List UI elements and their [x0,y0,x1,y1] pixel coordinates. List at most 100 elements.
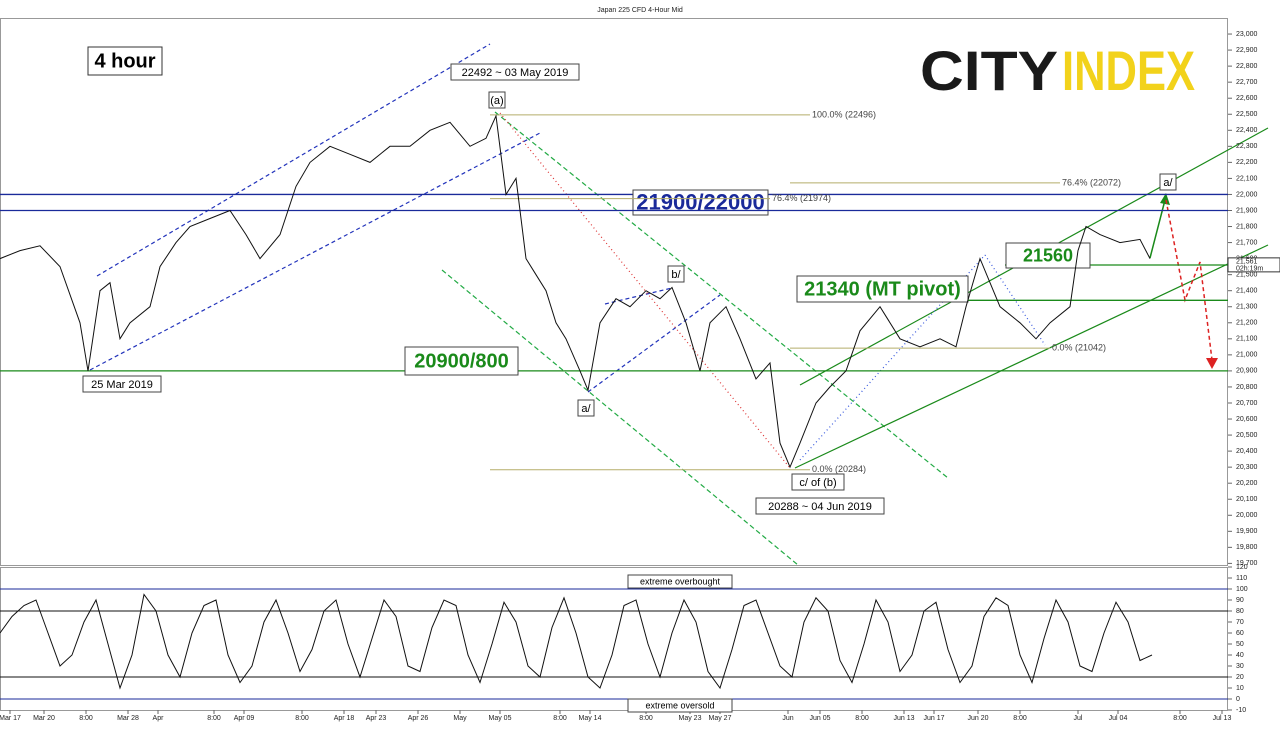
channel-line [604,287,673,305]
x-tick-label: 8:00 [1173,715,1187,722]
y-tick-label: 21,500 [1236,272,1258,279]
y-tick-label: 20,200 [1236,480,1258,487]
y-tick-label: 22,000 [1236,191,1258,198]
y-tick-label: 19,800 [1236,544,1258,551]
x-tick-label: May 23 [679,715,702,722]
forecast-arrow [1165,199,1213,361]
x-tick-label: May 14 [579,715,602,722]
x-tick-label: Apr 23 [366,715,387,722]
x-tick-label: Mar 17 [0,715,21,722]
y-tick-label: 20,700 [1236,400,1258,407]
x-tick-label: 8:00 [639,715,653,722]
annotation: a/ [581,403,591,415]
y-tick-label: 22,900 [1236,47,1258,54]
y-tick-label: 20 [1236,674,1244,681]
x-tick-label: Jun 05 [809,715,830,722]
level-label: 21560 [1023,245,1073,265]
y-tick-label: 90 [1236,597,1244,604]
y-tick-label: 19,900 [1236,528,1258,535]
x-tick-label: Jul 04 [1109,715,1128,722]
y-tick-label: 30 [1236,663,1244,670]
y-tick-label: 110 [1236,575,1247,582]
x-tick-label: Jun 13 [893,715,914,722]
y-tick-label: 22,200 [1236,159,1258,166]
y-tick-label: 80 [1236,608,1244,615]
arrow-head [1160,193,1170,205]
logo-city: CITY [920,39,1058,102]
x-tick-label: May 05 [489,715,512,722]
channel-line [794,244,1269,469]
forecast-arrow [1149,199,1166,259]
y-tick-label: 20,800 [1236,384,1258,391]
channel-line [89,132,541,371]
x-tick-label: Mar 20 [33,715,55,722]
x-tick-label: Jul 13 [1213,715,1232,722]
y-tick-label: -10 [1236,707,1246,714]
x-tick-label: Apr [153,715,165,722]
projection-line [499,112,791,469]
x-tick-label: Apr 26 [408,715,429,722]
annotation-box [577,399,595,417]
y-tick-label: 20,500 [1236,432,1258,439]
annotation: c/ of (b) [799,477,836,489]
x-tick-label: 8:00 [207,715,221,722]
x-tick-label: 8:00 [295,715,309,722]
annotation-box [667,265,685,283]
x-tick-label: Apr 18 [334,715,355,722]
x-tick-label: 8:00 [553,715,567,722]
y-tick-label: 21,200 [1236,320,1258,327]
level-label-box [796,275,969,303]
x-tick-label: Jun 20 [967,715,988,722]
level-label-box [404,346,519,376]
y-tick-label: 10 [1236,685,1244,692]
x-tick-label: Jun [782,715,793,722]
last-price-box [1227,257,1280,273]
annotation-box [755,497,885,515]
fib-label: 100.0% (22496) [812,109,876,119]
y-tick-label: 21,400 [1236,288,1258,295]
x-tick-label: 8:00 [855,715,869,722]
annotation: a/ [1163,177,1173,189]
fib-label: 76.4% (22072) [1062,177,1121,187]
x-tick-label: Apr 09 [234,715,255,722]
level-label-box [627,574,733,589]
y-tick-label: 23,000 [1236,31,1258,38]
chart-title: Japan 225 CFD 4-Hour Mid [597,7,683,14]
y-tick-label: 22,500 [1236,111,1258,118]
channel-line [587,294,721,393]
level-label: extreme overbought [640,576,721,586]
channel-line [494,111,949,479]
y-tick-label: 20,400 [1236,448,1258,455]
y-tick-label: 120 [1236,564,1248,571]
channel-line [441,269,799,566]
level-label: 21340 (MT pivot) [804,278,961,300]
fib-label: 0.0% (21042) [1052,342,1106,352]
annotation: 20288 ~ 04 Jun 2019 [768,501,872,513]
annotation-box [450,63,580,81]
y-tick-label: 21,000 [1236,352,1258,359]
price-line [0,114,1151,469]
y-tick-label: 20,600 [1236,416,1258,423]
level-label: extreme oversold [645,700,714,710]
x-tick-label: Jun 17 [923,715,944,722]
y-tick-label: 100 [1236,586,1248,593]
level-label: 20900/800 [414,350,509,372]
y-tick-label: 21,300 [1236,304,1258,311]
y-tick-label: 20,900 [1236,368,1258,375]
fib-label: 0.0% (20284) [812,464,866,474]
y-tick-label: 22,600 [1236,95,1258,102]
level-label-box [627,698,733,713]
annotation: 25 Mar 2019 [91,379,153,391]
y-tick-label: 22,800 [1236,63,1258,70]
x-tick-label: 8:00 [1013,715,1027,722]
x-tick-label: May 27 [709,715,732,722]
channel-line [96,43,491,277]
y-tick-label: 50 [1236,641,1244,648]
y-tick-label: 0 [1236,696,1240,703]
x-tick-label: 8:00 [79,715,93,722]
y-tick-label: 70 [1236,619,1244,626]
annotation-box [791,473,845,491]
price-frame [0,18,1228,566]
